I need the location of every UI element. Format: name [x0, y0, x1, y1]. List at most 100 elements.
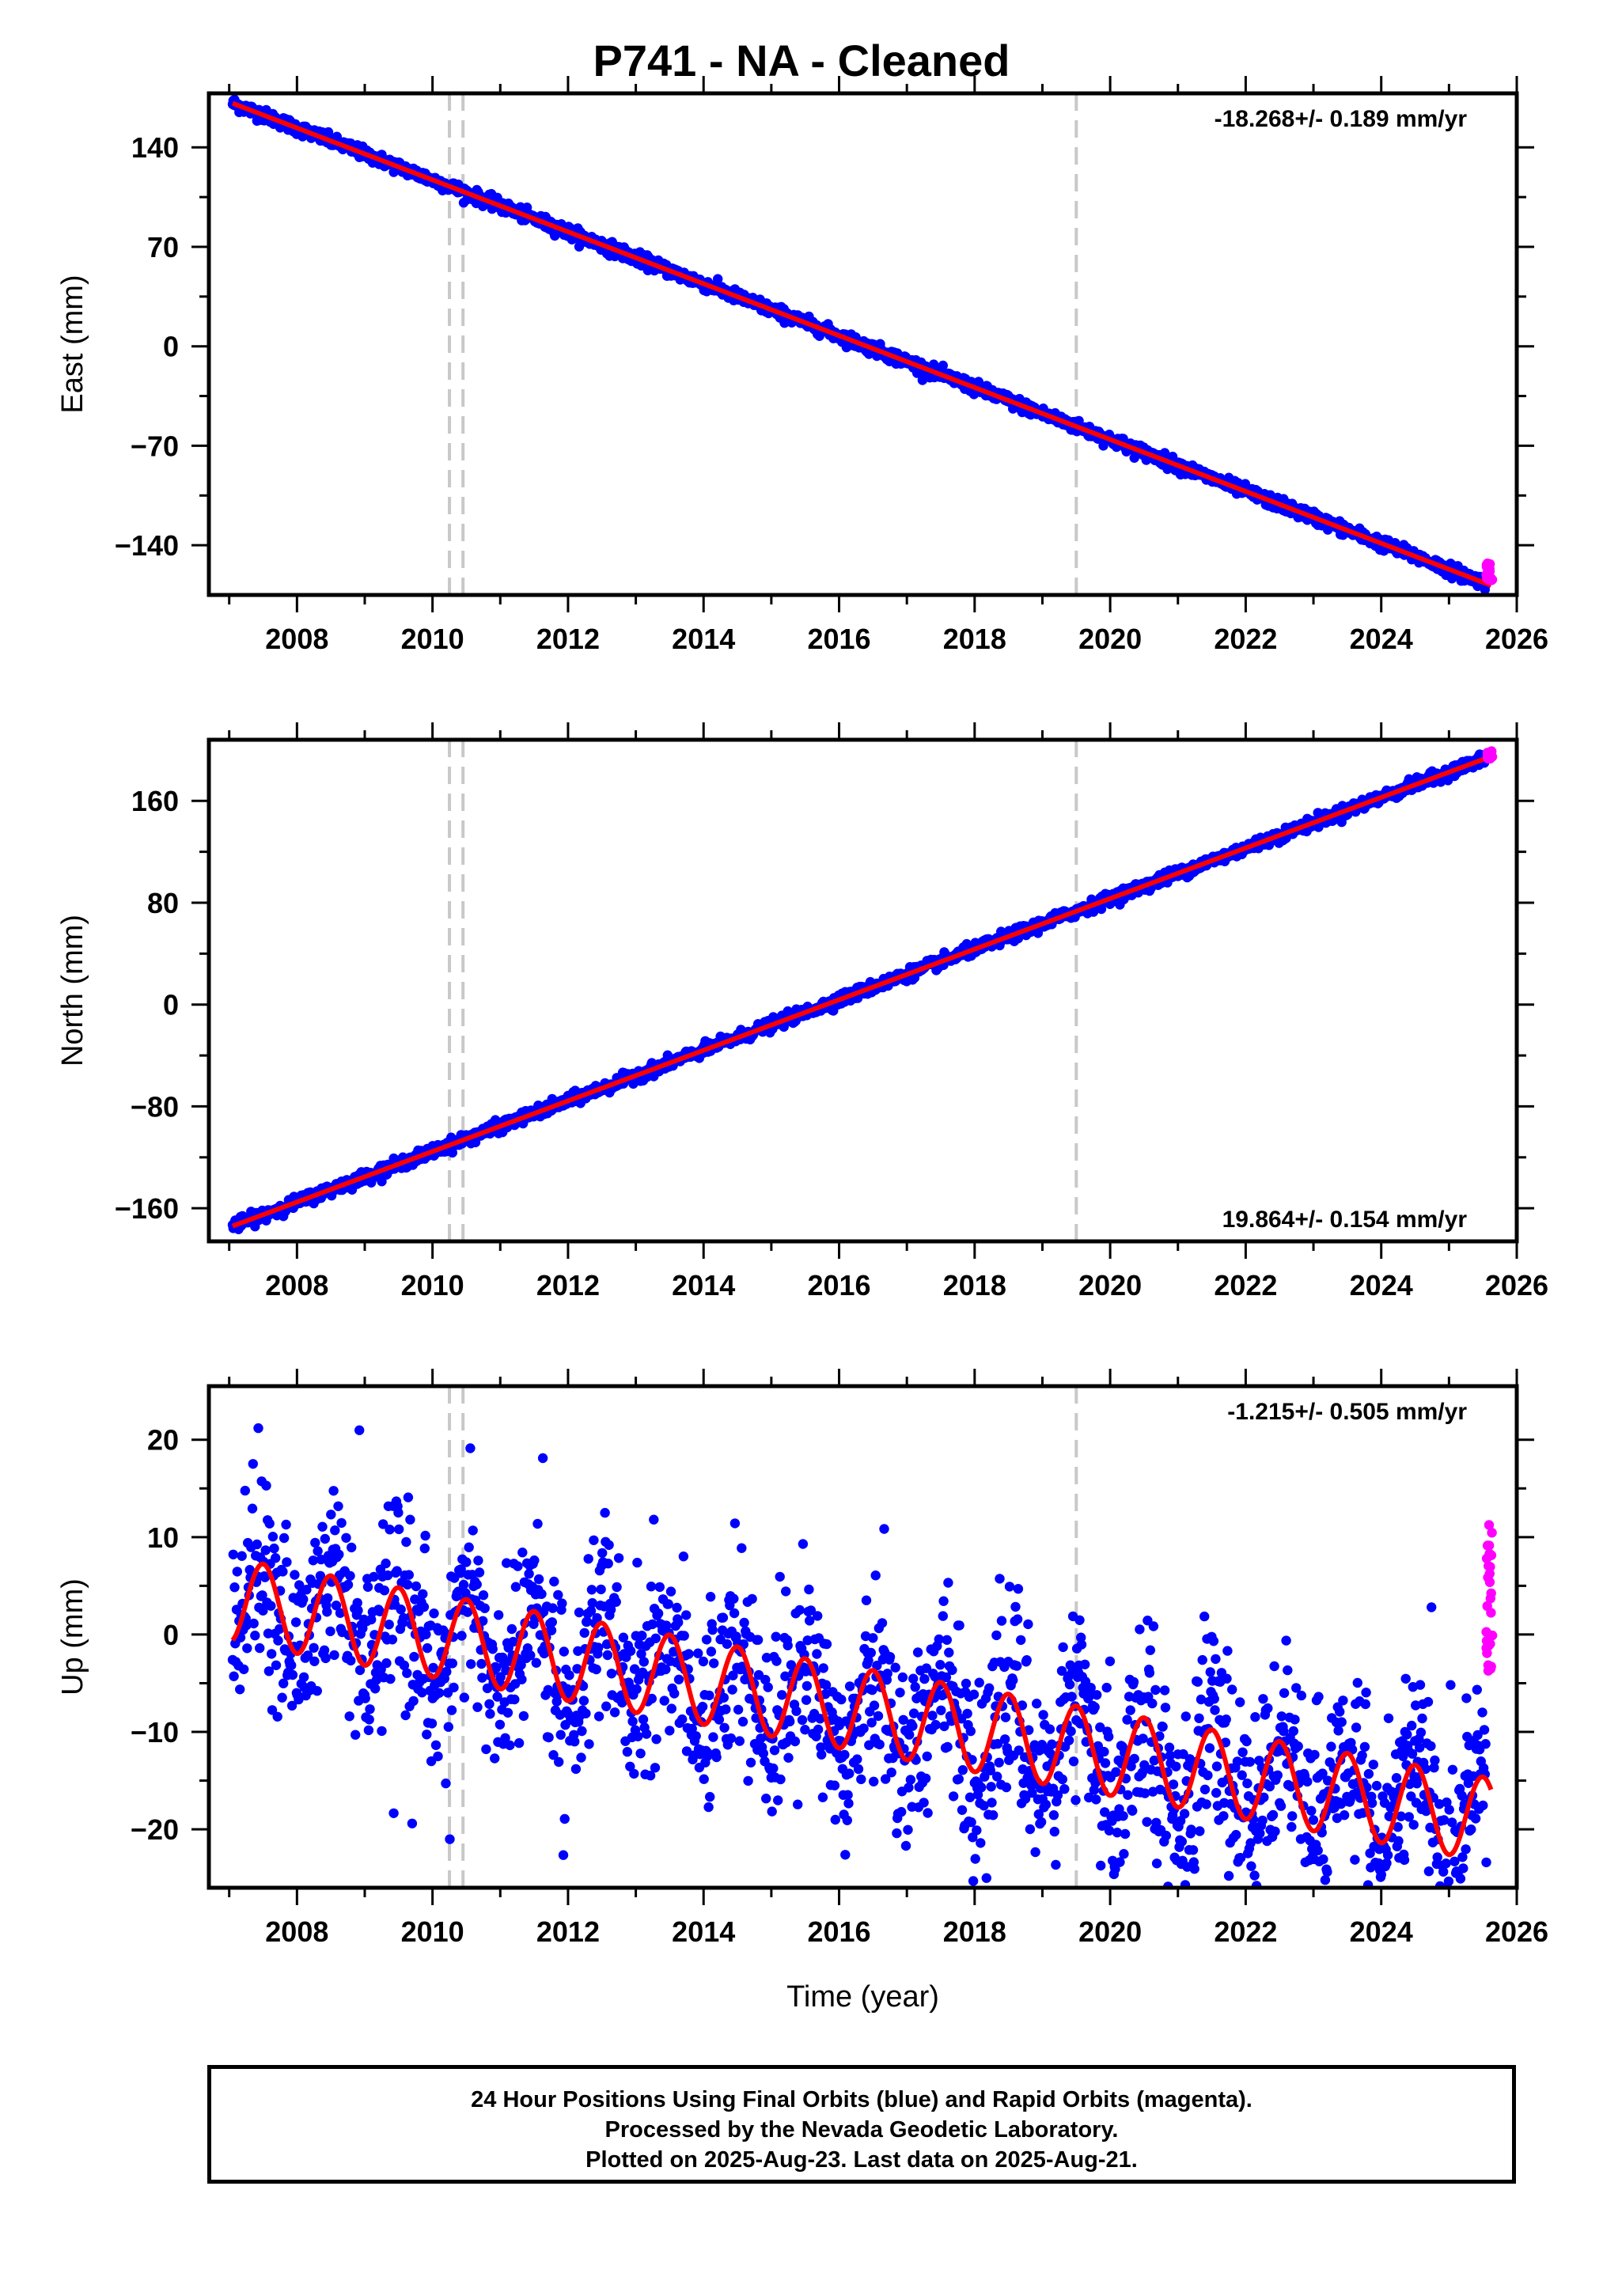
up-plot-area [227, 1423, 1498, 1888]
up-final-point [258, 1605, 268, 1616]
up-final-point [721, 1704, 731, 1714]
up-final-point [801, 1695, 812, 1705]
up-final-point [491, 1663, 502, 1673]
up-final-point [633, 1731, 643, 1741]
up-final-point [853, 1764, 864, 1775]
up-final-point [434, 1688, 445, 1698]
up-final-point [229, 1582, 240, 1593]
up-final-point [704, 1690, 714, 1701]
up-final-point [315, 1570, 326, 1582]
up-final-point [273, 1635, 283, 1646]
up-final-point [842, 1815, 853, 1825]
up-final-point [252, 1539, 262, 1550]
up-final-point [266, 1601, 276, 1611]
up-final-point [559, 1646, 569, 1657]
east-model-fit-line [231, 100, 1492, 588]
up-final-point [381, 1658, 392, 1669]
up-final-point [843, 1790, 853, 1800]
up-final-point [866, 1718, 877, 1728]
up-final-point [344, 1711, 354, 1722]
up-final-point [500, 1733, 510, 1743]
up-final-point [773, 1795, 783, 1805]
up-final-point [354, 1425, 365, 1435]
up-final-point [495, 1719, 506, 1730]
up-final-point [517, 1548, 528, 1558]
north-x-tick-label: 2010 [401, 1269, 464, 1301]
up-final-point [378, 1519, 388, 1529]
up-final-point [635, 1749, 646, 1759]
up-final-point [861, 1595, 872, 1605]
east-x-tick-label: 2022 [1214, 623, 1277, 655]
up-final-point [557, 1598, 567, 1608]
up-final-point [387, 1635, 398, 1645]
up-final-point [490, 1753, 500, 1764]
up-final-point [578, 1695, 589, 1706]
up-final-point [584, 1739, 594, 1749]
up-final-point [800, 1725, 810, 1735]
up-final-point [346, 1655, 356, 1666]
up-final-point [302, 1650, 313, 1661]
up-final-point [506, 1623, 517, 1635]
up-final-point [494, 1610, 504, 1620]
up-final-point [863, 1655, 874, 1665]
up-final-point [272, 1711, 282, 1722]
up-final-point [267, 1705, 278, 1715]
up-final-point [591, 1664, 601, 1675]
up-final-point [579, 1627, 589, 1639]
up-final-point [484, 1699, 495, 1709]
up-final-point [697, 1701, 708, 1712]
up-final-point [407, 1818, 418, 1828]
up-final-point [729, 1518, 741, 1529]
up-final-point [247, 1503, 258, 1514]
up-final-point [430, 1740, 441, 1750]
up-final-point [813, 1724, 824, 1735]
up-final-point [441, 1778, 451, 1789]
up-final-point [320, 1653, 331, 1664]
up-final-point [743, 1775, 753, 1786]
up-final-point [347, 1542, 357, 1553]
up-final-point [627, 1716, 638, 1726]
up-final-point [714, 1714, 725, 1725]
up-final-point [574, 1607, 585, 1618]
up-final-point [761, 1653, 772, 1663]
up-final-point [797, 1714, 808, 1726]
up-final-point [639, 1657, 649, 1667]
up-final-point [419, 1543, 430, 1554]
up-final-point [719, 1722, 729, 1733]
up-final-point [400, 1710, 411, 1721]
up-final-point [739, 1617, 749, 1628]
up-final-point [385, 1525, 395, 1535]
up-final-point [381, 1558, 391, 1569]
up-final-point [392, 1566, 402, 1576]
up-final-point [301, 1585, 312, 1595]
up-final-point [804, 1584, 814, 1595]
up-final-point [585, 1605, 597, 1616]
up-final-point [698, 1656, 709, 1667]
up-final-point [790, 1736, 801, 1747]
up-final-point [287, 1669, 298, 1680]
up-final-point [805, 1605, 817, 1616]
up-final-point [248, 1459, 258, 1469]
up-final-point [354, 1665, 366, 1676]
north-x-tick-label: 2026 [1485, 1269, 1548, 1301]
up-final-point [536, 1589, 547, 1600]
up-final-point [396, 1605, 406, 1615]
up-final-point [532, 1518, 543, 1529]
north-x-tick-label: 2008 [265, 1269, 328, 1301]
up-final-point [705, 1592, 716, 1602]
up-final-point [279, 1533, 290, 1544]
up-final-point [589, 1535, 599, 1546]
up-final-point [604, 1540, 614, 1551]
north-rate-label: 19.864+/- 0.154 mm/yr [1222, 1207, 1468, 1233]
up-final-point [548, 1750, 559, 1760]
up-final-point [617, 1697, 627, 1708]
up-final-point [703, 1748, 713, 1758]
up-final-point [844, 1768, 855, 1779]
up-final-point [813, 1611, 823, 1621]
north-x-tick-label: 2014 [672, 1269, 735, 1301]
up-final-point [326, 1510, 336, 1520]
up-final-point [235, 1684, 245, 1695]
north-y-tick-label: 80 [147, 887, 179, 919]
up-final-point [329, 1650, 339, 1661]
up-final-point [587, 1597, 597, 1608]
